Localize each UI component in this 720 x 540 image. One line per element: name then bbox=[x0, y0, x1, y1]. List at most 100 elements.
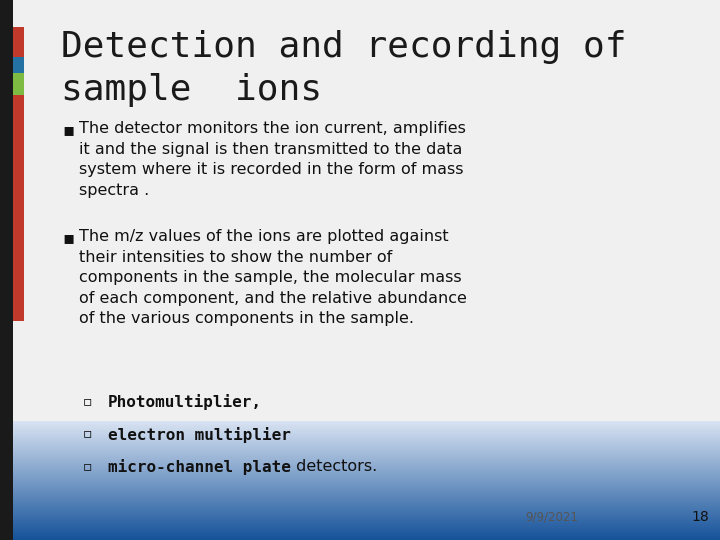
Bar bbox=[0, 484, 720, 485]
Bar bbox=[0, 497, 720, 498]
Bar bbox=[0, 450, 720, 451]
Bar bbox=[0, 431, 720, 433]
Bar bbox=[0, 427, 720, 428]
Bar bbox=[0, 461, 720, 462]
Bar bbox=[0, 469, 720, 470]
Bar bbox=[0, 435, 720, 436]
Bar bbox=[0, 471, 720, 472]
Bar bbox=[0, 537, 720, 538]
Bar bbox=[0, 480, 720, 481]
Bar bbox=[0, 535, 720, 536]
Bar bbox=[0, 432, 720, 433]
Bar bbox=[0, 510, 720, 511]
Bar bbox=[0, 464, 720, 465]
Bar bbox=[0, 503, 720, 504]
Bar bbox=[0, 485, 720, 486]
Bar bbox=[0, 438, 720, 440]
Bar bbox=[0, 519, 720, 521]
Bar bbox=[0, 480, 720, 481]
Bar bbox=[0, 504, 720, 505]
Bar bbox=[0, 451, 720, 453]
Bar bbox=[0, 498, 720, 500]
Bar bbox=[0, 467, 720, 468]
Bar bbox=[0, 526, 720, 527]
Bar bbox=[0, 528, 720, 529]
Bar bbox=[0, 449, 720, 450]
Text: micro-channel plate: micro-channel plate bbox=[108, 459, 291, 475]
Bar bbox=[0, 457, 720, 458]
Bar bbox=[0, 513, 720, 514]
Bar bbox=[0, 438, 720, 439]
Bar bbox=[0, 437, 720, 438]
Bar bbox=[0, 518, 720, 519]
Bar bbox=[0, 423, 720, 425]
Bar bbox=[0, 514, 720, 515]
Bar bbox=[0, 515, 720, 516]
Bar bbox=[0, 474, 720, 475]
Bar bbox=[0, 502, 720, 503]
Bar bbox=[0, 473, 720, 474]
Bar bbox=[0, 425, 720, 426]
Bar bbox=[0, 461, 720, 462]
Bar bbox=[0, 437, 720, 438]
Bar bbox=[0, 433, 720, 434]
Bar bbox=[0, 458, 720, 460]
Bar bbox=[0, 454, 720, 455]
Bar bbox=[0, 446, 720, 447]
Bar bbox=[0, 504, 720, 505]
Bar bbox=[0, 493, 720, 494]
Bar bbox=[0, 533, 720, 534]
Bar bbox=[0, 531, 720, 532]
Bar bbox=[0, 502, 720, 503]
Bar bbox=[0, 440, 720, 441]
Bar bbox=[0, 488, 720, 489]
Bar bbox=[0, 443, 720, 444]
Bar bbox=[0, 529, 720, 530]
Bar bbox=[0, 428, 720, 429]
Bar bbox=[0, 433, 720, 434]
Bar bbox=[0, 469, 720, 470]
Bar bbox=[0, 431, 720, 433]
Bar bbox=[0, 463, 720, 464]
Bar bbox=[0, 514, 720, 515]
Bar bbox=[0, 0, 13, 540]
Bar bbox=[0, 472, 720, 473]
Bar bbox=[0, 490, 720, 491]
Bar bbox=[0, 511, 720, 512]
Bar bbox=[0, 521, 720, 522]
Bar bbox=[0, 466, 720, 467]
Bar bbox=[0, 430, 720, 431]
Bar bbox=[0, 469, 720, 470]
Bar bbox=[0, 425, 720, 426]
Bar bbox=[0, 496, 720, 497]
Bar bbox=[0, 456, 720, 457]
Bar bbox=[0, 449, 720, 450]
Bar bbox=[0, 431, 720, 432]
Bar bbox=[0, 498, 720, 500]
Bar bbox=[0, 421, 720, 422]
Bar bbox=[0, 451, 720, 452]
Text: ▪: ▪ bbox=[63, 122, 75, 139]
Bar bbox=[0, 458, 720, 459]
Bar bbox=[0, 522, 720, 523]
Bar bbox=[0, 518, 720, 519]
Text: ▫: ▫ bbox=[83, 427, 92, 441]
Bar bbox=[0, 426, 720, 427]
Bar bbox=[0, 443, 720, 444]
Bar bbox=[0, 487, 720, 488]
Bar bbox=[0, 485, 720, 487]
Bar bbox=[0, 437, 720, 438]
Bar bbox=[0, 500, 720, 501]
Bar bbox=[0, 497, 720, 498]
Bar bbox=[13, 94, 24, 321]
Bar bbox=[0, 500, 720, 501]
Bar bbox=[0, 501, 720, 502]
Bar bbox=[0, 517, 720, 518]
Bar bbox=[0, 442, 720, 443]
Bar bbox=[0, 470, 720, 472]
Bar bbox=[0, 445, 720, 446]
Bar bbox=[0, 424, 720, 426]
Bar bbox=[0, 509, 720, 510]
Bar bbox=[0, 427, 720, 428]
Bar bbox=[0, 503, 720, 504]
